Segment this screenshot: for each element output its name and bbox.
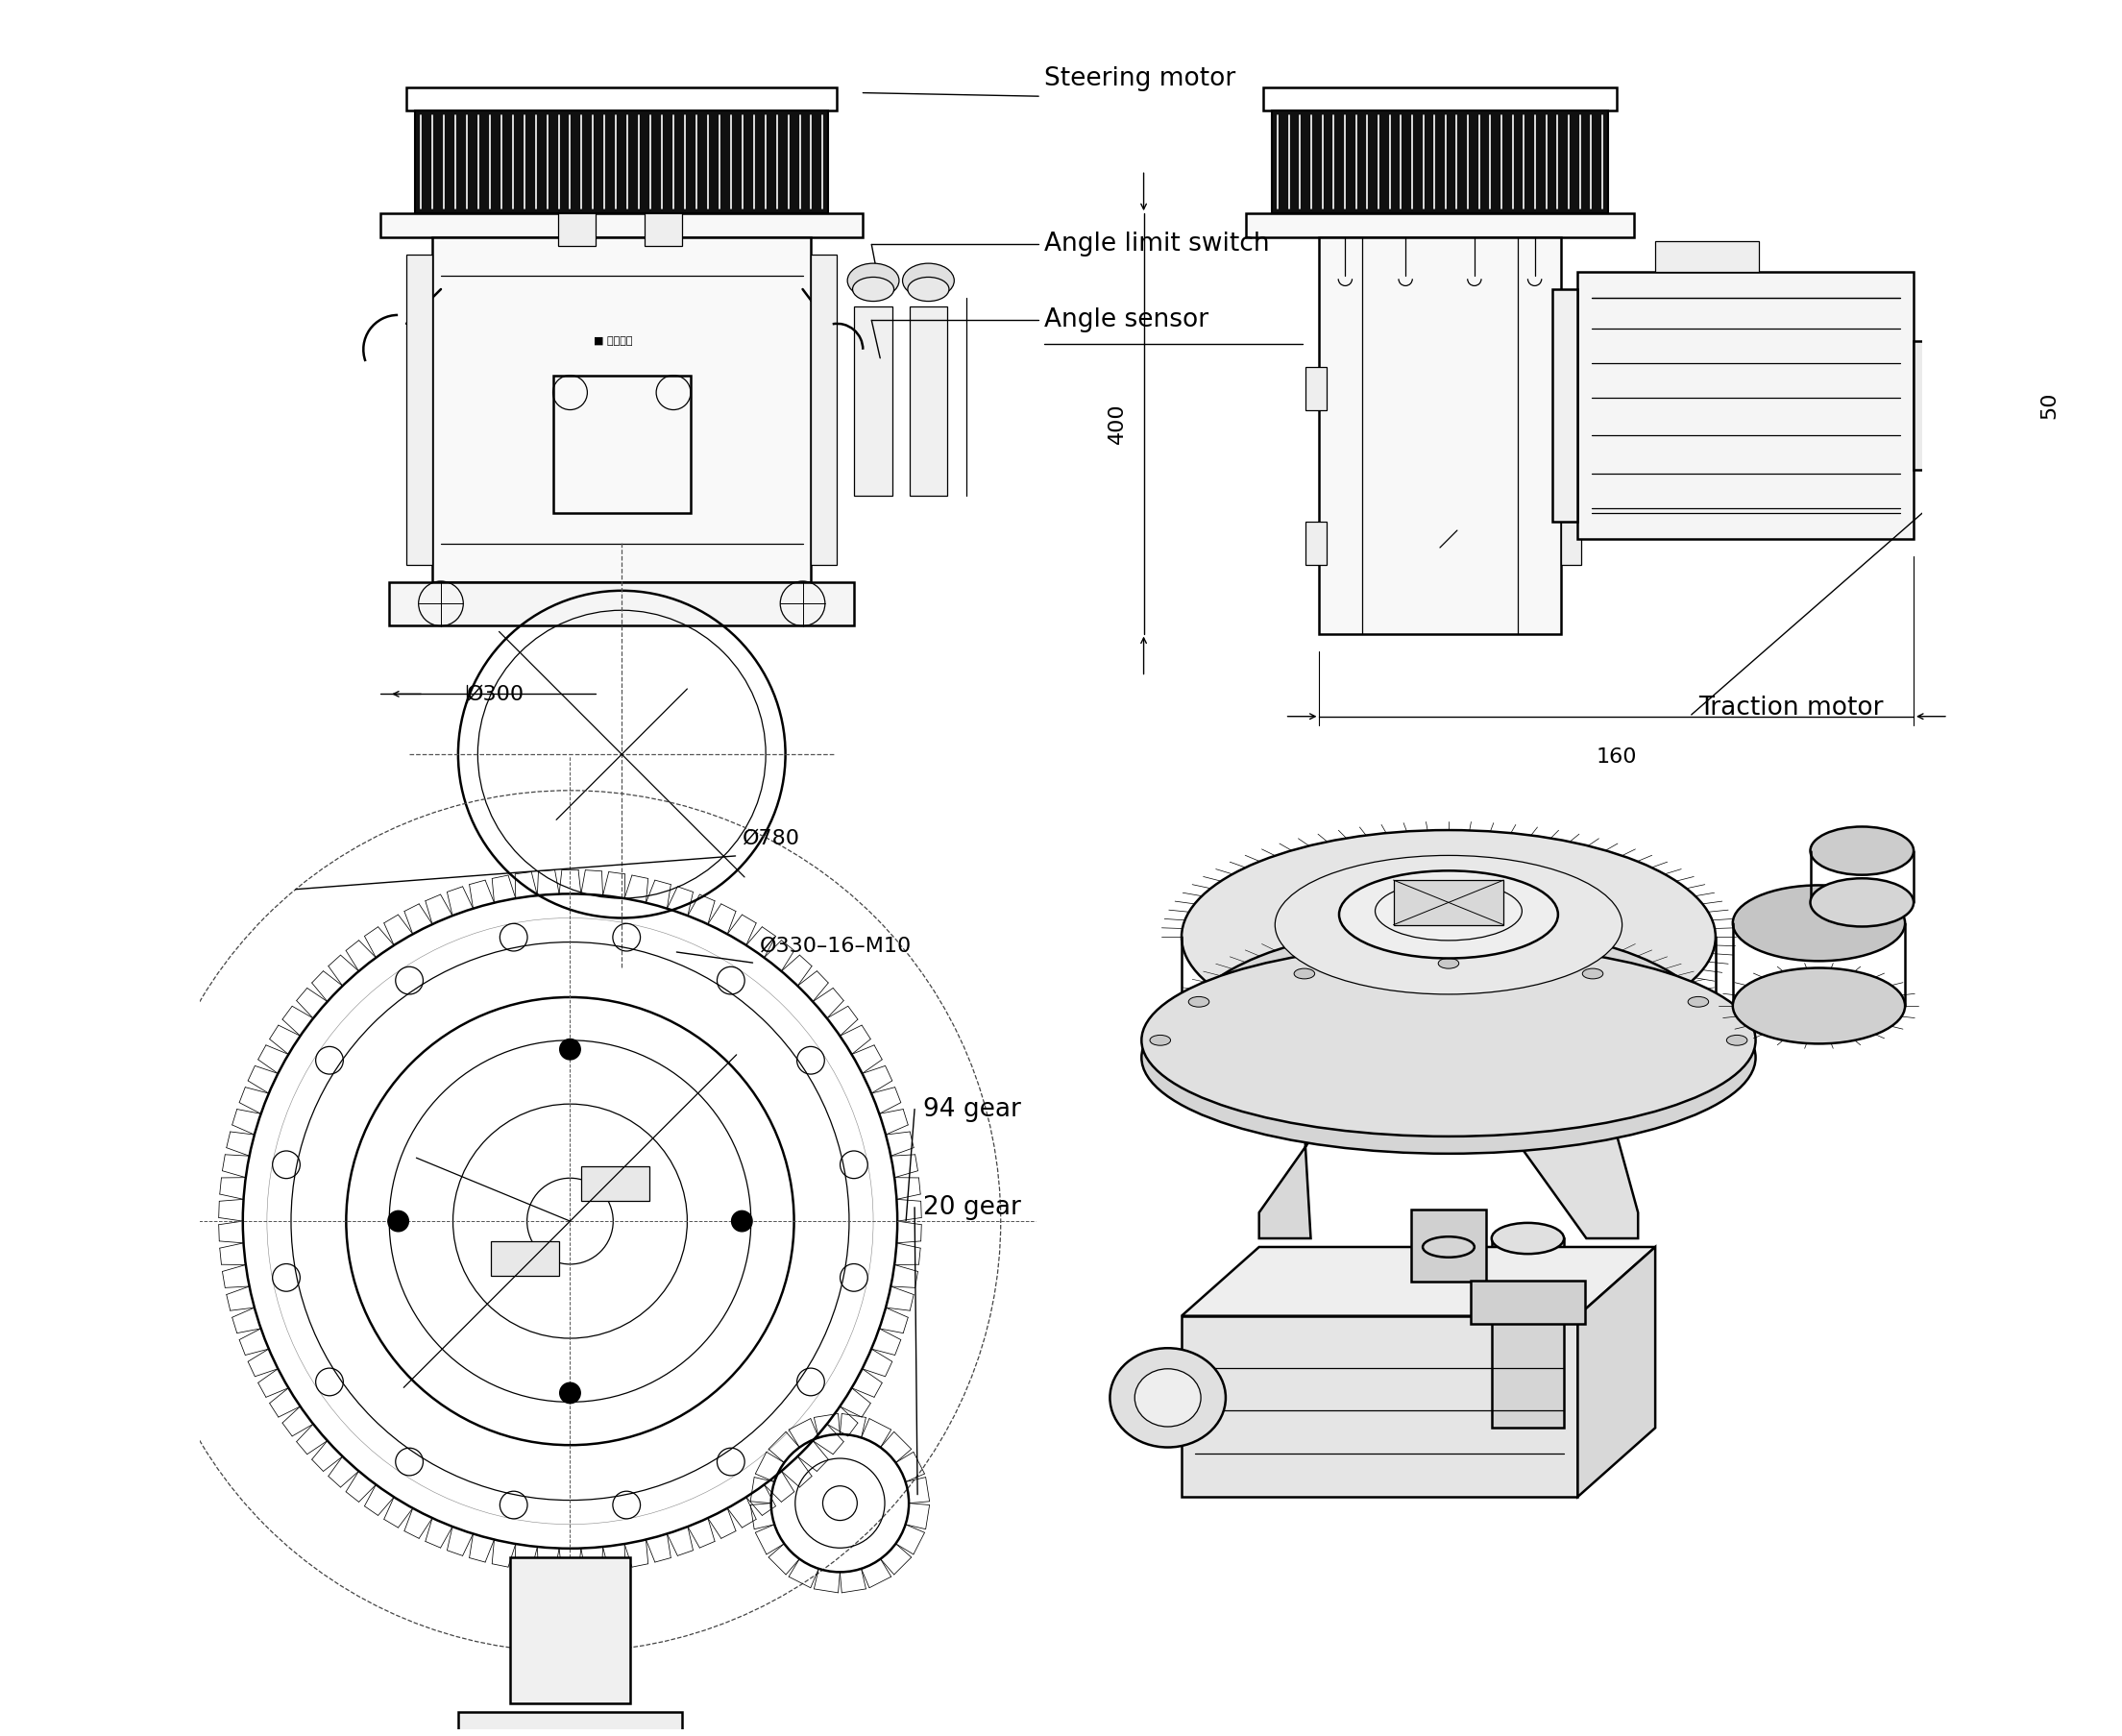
Bar [433,238,811,582]
Ellipse shape [847,264,900,299]
Bar [1914,340,1965,470]
Text: Traction motor: Traction motor [1698,696,1882,720]
Bar [1182,1316,1579,1496]
Polygon shape [1475,1057,1638,1238]
Ellipse shape [1422,1236,1475,1257]
Bar [910,307,946,496]
Bar [458,1712,681,1736]
Circle shape [560,1382,581,1403]
Ellipse shape [1734,885,1906,962]
Text: 160: 160 [1596,748,1636,767]
Ellipse shape [1150,1035,1171,1045]
Bar [855,307,891,496]
Bar [407,255,433,564]
Ellipse shape [1294,969,1316,979]
Bar [554,375,690,514]
Polygon shape [1182,1246,1655,1316]
Bar [811,255,836,564]
Text: Steering motor: Steering motor [1044,66,1235,92]
Bar [407,87,836,109]
Bar [645,203,681,247]
Bar [388,582,855,625]
Bar [1551,290,1579,523]
Bar [1246,214,1634,238]
Ellipse shape [1583,969,1602,979]
Ellipse shape [1375,882,1521,941]
Ellipse shape [1727,1035,1746,1045]
Text: 94 gear: 94 gear [923,1097,1021,1121]
Bar [509,1557,630,1703]
Ellipse shape [908,278,949,302]
Ellipse shape [1492,1222,1564,1253]
Bar [1271,109,1608,214]
Bar [1305,366,1326,410]
Bar [490,1241,560,1276]
Bar [558,203,596,247]
Bar [1655,241,1759,273]
Bar [581,1167,649,1201]
Circle shape [560,1038,581,1059]
Ellipse shape [1135,1368,1201,1427]
Ellipse shape [853,278,893,302]
Ellipse shape [1734,969,1906,1043]
Ellipse shape [1275,856,1621,995]
Ellipse shape [1810,826,1914,875]
Ellipse shape [1142,944,1755,1137]
Bar [1579,273,1914,538]
Ellipse shape [1810,878,1914,927]
Bar [1320,238,1560,634]
Text: Ø780: Ø780 [743,830,800,849]
Ellipse shape [902,264,955,299]
Text: 20 gear: 20 gear [923,1194,1021,1220]
Bar [1305,523,1326,564]
Ellipse shape [1339,871,1558,958]
Text: Angle limit switch: Angle limit switch [1044,233,1269,257]
Bar [1394,880,1504,925]
Circle shape [388,1210,410,1231]
Bar [1492,1238,1564,1429]
Text: Ø300: Ø300 [467,684,524,703]
Bar [1263,87,1617,109]
Text: ■ 智轮科技: ■ 智轮科技 [594,337,632,345]
Bar [416,109,828,214]
Text: Ø330–16–M10: Ø330–16–M10 [760,936,912,955]
Ellipse shape [1182,830,1715,1043]
Ellipse shape [1188,996,1210,1007]
Polygon shape [1258,1057,1369,1238]
Ellipse shape [1687,996,1708,1007]
Text: 400: 400 [1108,403,1127,444]
Bar [1560,366,1581,410]
Bar [1560,523,1581,564]
Ellipse shape [1182,925,1715,1139]
Ellipse shape [1110,1349,1227,1448]
Ellipse shape [1142,962,1755,1154]
Polygon shape [1579,1246,1655,1496]
Text: Angle sensor: Angle sensor [1044,307,1207,333]
Bar [380,214,864,238]
Bar [1471,1281,1585,1323]
Ellipse shape [1439,958,1460,969]
Bar [1411,1208,1485,1281]
Circle shape [732,1210,751,1231]
Text: 50: 50 [2039,392,2058,418]
